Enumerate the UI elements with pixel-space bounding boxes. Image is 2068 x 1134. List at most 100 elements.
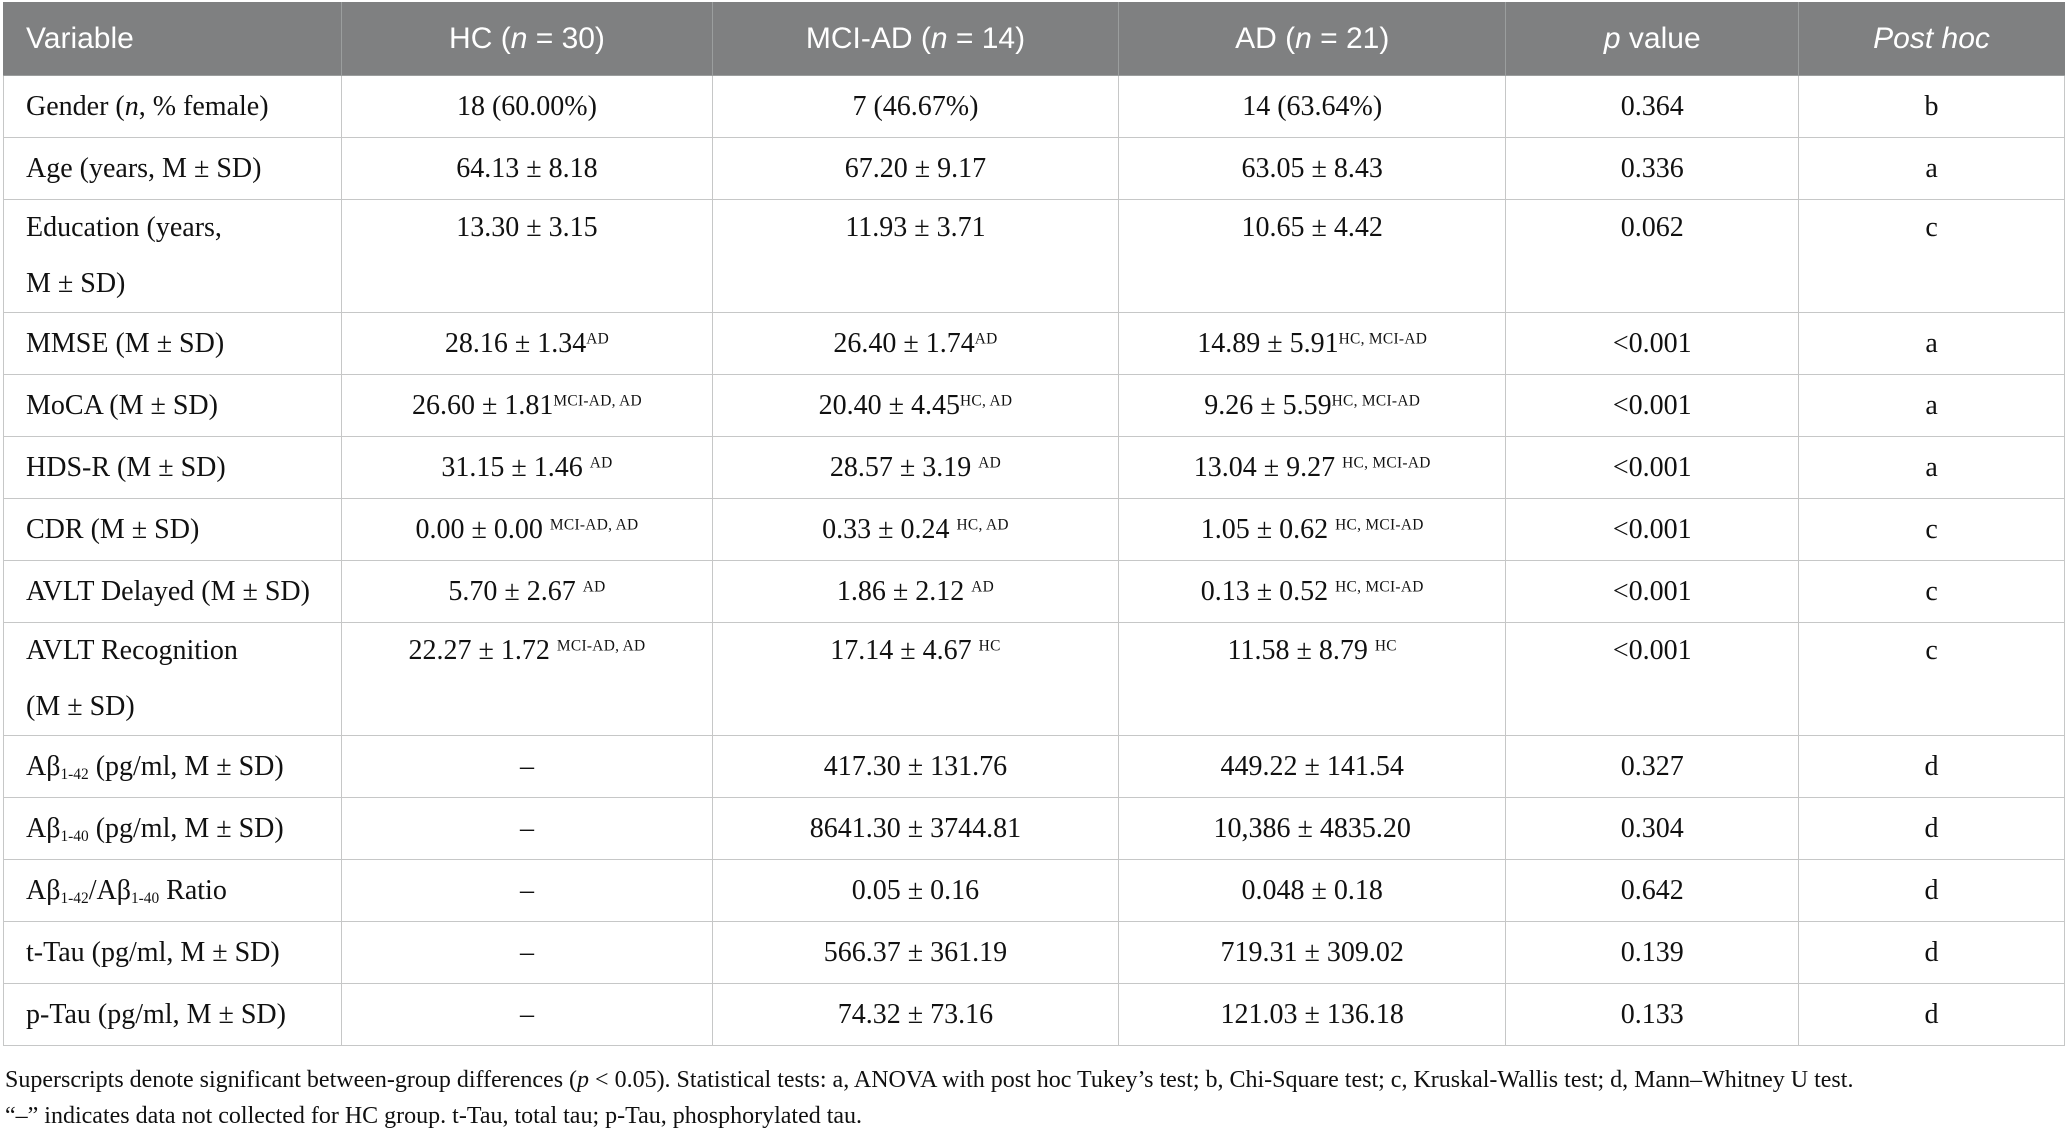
table-row: Education (years, M ± SD) 13.30 ± 3.15 11… <box>3 199 2065 313</box>
column-header-post_hoc: Post hoc <box>1798 2 2065 76</box>
cell-mci-ad-value: 8641.30 ± 3744.81 <box>711 797 1119 860</box>
cell-hc-value: 31.15 ± 1.46 AD <box>341 436 713 499</box>
cell-p-value: <0.001 <box>1505 436 1800 499</box>
cell-variable: CDR (M ± SD) <box>3 498 342 561</box>
table-row: MMSE (M ± SD) 28.16 ± 1.34AD 26.40 ± 1.7… <box>3 312 2065 375</box>
cell-post-hoc: d <box>1798 921 2065 984</box>
column-header-variable: Variable <box>3 2 342 76</box>
column-header-hc: HC (n = 30) <box>341 2 713 76</box>
cell-mci-ad-value: 0.33 ± 0.24 HC, AD <box>711 498 1119 561</box>
cell-ad-value: 719.31 ± 309.02 <box>1117 921 1507 984</box>
cell-hc-value: – <box>341 797 713 860</box>
table-row: HDS-R (M ± SD) 31.15 ± 1.46 AD 28.57 ± 3… <box>3 436 2065 499</box>
header-row: Variable HC (n = 30) MCI-AD (n = 14) AD (n … <box>3 2 2065 76</box>
demographics-table: Variable HC (n = 30) MCI-AD (n = 14) AD (n … <box>3 2 2065 1046</box>
cell-mci-ad-value: 17.14 ± 4.67 HC <box>711 622 1119 736</box>
cell-hc-value: – <box>341 735 713 798</box>
cell-post-hoc: b <box>1798 75 2065 138</box>
cell-hc-value: 18 (60.00%) <box>341 75 713 138</box>
cell-variable: Gender (n, % female) <box>3 75 342 138</box>
table-header: Variable HC (n = 30) MCI-AD (n = 14) AD (n … <box>3 2 2065 76</box>
cell-ad-value: 14 (63.64%) <box>1117 75 1507 138</box>
cell-post-hoc: a <box>1798 374 2065 437</box>
cell-p-value: 0.364 <box>1505 75 1800 138</box>
cell-mci-ad-value: 1.86 ± 2.12 AD <box>711 560 1119 623</box>
column-header-p_value: p value <box>1505 2 1800 76</box>
cell-hc-value: 22.27 ± 1.72 MCI-AD, AD <box>341 622 713 736</box>
cell-ad-value: 0.048 ± 0.18 <box>1117 859 1507 922</box>
table-body: Gender (n, % female) 18 (60.00%) 7 (46.6… <box>3 75 2065 1046</box>
cell-mci-ad-value: 26.40 ± 1.74AD <box>711 312 1119 375</box>
cell-ad-value: 1.05 ± 0.62 HC, MCI-AD <box>1117 498 1507 561</box>
cell-p-value: <0.001 <box>1505 498 1800 561</box>
cell-hc-value: – <box>341 859 713 922</box>
cell-ad-value: 10,386 ± 4835.20 <box>1117 797 1507 860</box>
cell-post-hoc: d <box>1798 859 2065 922</box>
column-header-mci_ad: MCI-AD (n = 14) <box>711 2 1119 76</box>
cell-mci-ad-value: 0.05 ± 0.16 <box>711 859 1119 922</box>
cell-p-value: <0.001 <box>1505 374 1800 437</box>
cell-variable: AVLT Delayed (M ± SD) <box>3 560 342 623</box>
cell-variable: Age (years, M ± SD) <box>3 137 342 200</box>
cell-hc-value: 0.00 ± 0.00 MCI-AD, AD <box>341 498 713 561</box>
table-footnote: Superscripts denote significant between-… <box>5 1062 2063 1134</box>
footnote-line-2: “–” indicates data not collected for HC … <box>5 1103 863 1129</box>
table-row: Age (years, M ± SD) 64.13 ± 8.18 67.20 ±… <box>3 137 2065 200</box>
cell-mci-ad-value: 11.93 ± 3.71 <box>711 199 1119 313</box>
cell-variable: Aβ1-40 (pg/ml, M ± SD) <box>3 797 342 860</box>
table-row: AVLT Recognition (M ± SD) 22.27 ± 1.72 MC… <box>3 622 2065 736</box>
cell-ad-value: 13.04 ± 9.27 HC, MCI-AD <box>1117 436 1507 499</box>
cell-mci-ad-value: 20.40 ± 4.45HC, AD <box>711 374 1119 437</box>
cell-ad-value: 63.05 ± 8.43 <box>1117 137 1507 200</box>
table-row: MoCA (M ± SD) 26.60 ± 1.81MCI-AD, AD 20.… <box>3 374 2065 437</box>
column-header-ad: AD (n = 21) <box>1117 2 1507 76</box>
cell-post-hoc: c <box>1798 199 2065 313</box>
cell-hc-value: – <box>341 983 713 1046</box>
cell-ad-value: 9.26 ± 5.59HC, MCI-AD <box>1117 374 1507 437</box>
cell-hc-value: 13.30 ± 3.15 <box>341 199 713 313</box>
cell-variable: Education (years, M ± SD) <box>3 199 342 313</box>
cell-post-hoc: d <box>1798 983 2065 1046</box>
cell-mci-ad-value: 7 (46.67%) <box>711 75 1119 138</box>
cell-hc-value: – <box>341 921 713 984</box>
cell-p-value: <0.001 <box>1505 622 1800 736</box>
cell-mci-ad-value: 417.30 ± 131.76 <box>711 735 1119 798</box>
table-row: t-Tau (pg/ml, M ± SD) – 566.37 ± 361.19 … <box>3 921 2065 984</box>
cell-p-value: 0.304 <box>1505 797 1800 860</box>
cell-post-hoc: c <box>1798 622 2065 736</box>
cell-ad-value: 449.22 ± 141.54 <box>1117 735 1507 798</box>
cell-post-hoc: c <box>1798 560 2065 623</box>
footnote-line-1: Superscripts denote significant between-… <box>5 1067 1854 1093</box>
cell-p-value: 0.133 <box>1505 983 1800 1046</box>
cell-hc-value: 28.16 ± 1.34AD <box>341 312 713 375</box>
table-row: AVLT Delayed (M ± SD) 5.70 ± 2.67 AD 1.8… <box>3 560 2065 623</box>
cell-variable: MMSE (M ± SD) <box>3 312 342 375</box>
cell-ad-value: 10.65 ± 4.42 <box>1117 199 1507 313</box>
table-row: CDR (M ± SD) 0.00 ± 0.00 MCI-AD, AD 0.33… <box>3 498 2065 561</box>
cell-ad-value: 121.03 ± 136.18 <box>1117 983 1507 1046</box>
cell-post-hoc: c <box>1798 498 2065 561</box>
cell-hc-value: 5.70 ± 2.67 AD <box>341 560 713 623</box>
cell-post-hoc: d <box>1798 797 2065 860</box>
cell-variable: Aβ1-42 (pg/ml, M ± SD) <box>3 735 342 798</box>
cell-p-value: 0.327 <box>1505 735 1800 798</box>
cell-hc-value: 64.13 ± 8.18 <box>341 137 713 200</box>
cell-mci-ad-value: 67.20 ± 9.17 <box>711 137 1119 200</box>
cell-variable: HDS-R (M ± SD) <box>3 436 342 499</box>
cell-variable: MoCA (M ± SD) <box>3 374 342 437</box>
cell-p-value: 0.642 <box>1505 859 1800 922</box>
cell-post-hoc: a <box>1798 312 2065 375</box>
cell-ad-value: 14.89 ± 5.91HC, MCI-AD <box>1117 312 1507 375</box>
cell-mci-ad-value: 566.37 ± 361.19 <box>711 921 1119 984</box>
cell-ad-value: 11.58 ± 8.79 HC <box>1117 622 1507 736</box>
cell-p-value: 0.139 <box>1505 921 1800 984</box>
table-row: Aβ1-42 (pg/ml, M ± SD) – 417.30 ± 131.76… <box>3 735 2065 798</box>
cell-variable: Aβ1-42/Aβ1-40 Ratio <box>3 859 342 922</box>
cell-p-value: <0.001 <box>1505 312 1800 375</box>
cell-mci-ad-value: 28.57 ± 3.19 AD <box>711 436 1119 499</box>
table-row: p-Tau (pg/ml, M ± SD) – 74.32 ± 73.16 12… <box>3 983 2065 1046</box>
cell-mci-ad-value: 74.32 ± 73.16 <box>711 983 1119 1046</box>
table-row: Gender (n, % female) 18 (60.00%) 7 (46.6… <box>3 75 2065 138</box>
cell-post-hoc: a <box>1798 137 2065 200</box>
